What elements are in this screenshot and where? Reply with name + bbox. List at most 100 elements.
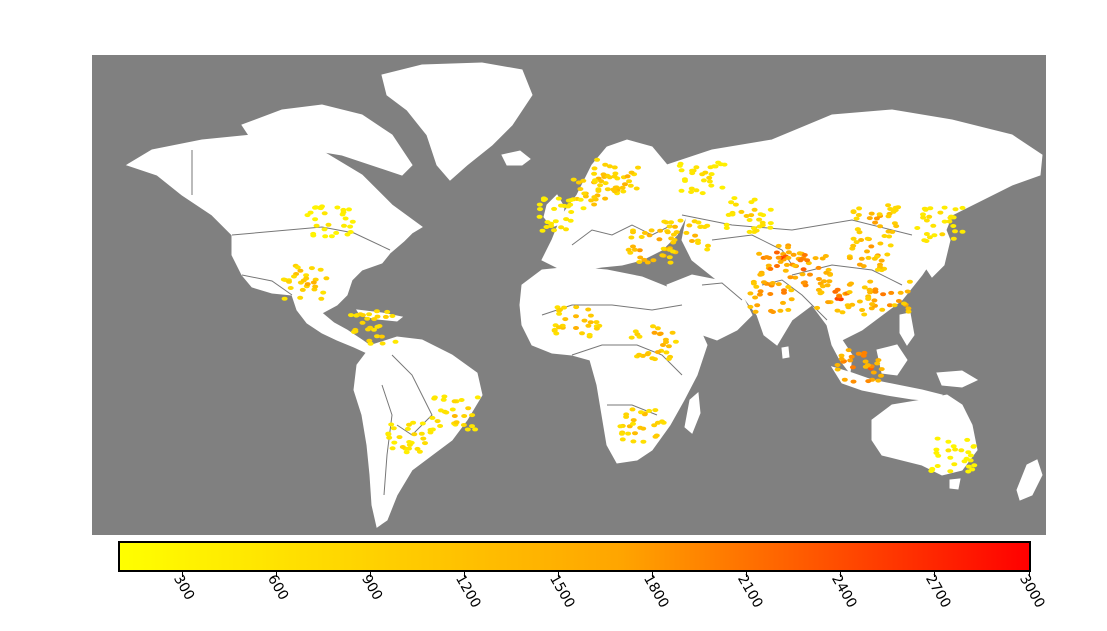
heat-point [746,218,753,222]
heat-point [886,234,893,239]
heat-point [688,190,695,194]
heat-point [567,202,574,207]
heat-point [629,407,636,412]
heat-point [693,165,700,170]
heat-point [297,295,304,300]
heat-point [671,238,678,242]
heat-point [723,222,730,227]
heat-point [635,165,641,170]
heat-point [573,305,580,310]
heat-point [777,308,784,313]
heat-point [838,353,845,358]
heat-point [695,220,702,225]
heat-point [654,326,661,331]
heat-point [374,324,381,329]
heat-point [708,183,715,188]
heat-point [850,236,857,241]
heat-point [651,330,658,335]
heat-point [617,424,624,429]
heat-point [704,247,711,252]
heat-point [592,178,598,183]
heat-point [366,312,373,317]
heat-point [688,186,695,191]
heat-point [867,290,873,295]
heat-point [870,370,877,375]
heat-point [411,432,418,437]
heat-point [853,240,860,245]
heat-point [834,308,841,313]
border-africa-central [571,344,683,376]
heat-point [864,236,871,241]
heat-point [879,307,886,312]
heat-point [403,450,410,455]
heat-point [861,312,868,317]
heat-point [628,235,635,240]
heat-point [847,358,854,363]
heat-point [945,439,952,444]
heat-point [334,205,341,210]
heat-point [796,251,803,256]
heat-point [926,235,933,240]
heat-point [875,378,882,383]
heat-point [357,312,364,317]
heat-point [297,268,304,273]
heat-point [864,363,871,368]
heat-point [901,301,907,306]
heat-point [630,421,636,426]
heat-point [664,230,671,235]
colorbar-tick-mark [370,572,372,577]
heat-point [367,325,374,330]
heat-point [880,292,887,297]
heat-point [850,243,857,248]
heat-point [897,290,904,295]
heat-point [756,292,763,297]
heat-point [385,432,392,437]
heat-point [665,356,672,361]
heat-point [622,182,628,187]
heat-point [539,228,546,233]
heat-point [888,290,895,295]
heat-point [682,178,688,183]
heat-point [819,284,826,289]
heat-point [420,436,427,441]
heat-point [855,351,862,356]
heat-point [826,279,833,284]
heat-point [602,196,609,201]
heat-point [374,334,380,339]
heat-point [914,226,921,230]
heat-point [886,303,893,308]
heat-point [310,233,317,238]
heat-point [785,307,792,312]
heat-point [434,419,441,424]
heat-point [969,467,976,472]
heat-point [947,469,954,474]
heat-point [602,162,609,167]
heat-point [885,203,892,208]
heat-point [958,448,965,453]
heat-point [536,214,543,219]
heat-point [845,305,852,310]
heat-point [945,448,952,453]
colorbar-tick-mark [276,572,278,577]
border-russia [681,214,913,236]
heat-point [964,437,971,442]
land-masses [125,62,1043,528]
heat-point [699,191,706,196]
heat-point [406,422,412,427]
heat-point [700,178,707,183]
land-tasmania [949,478,961,490]
heat-point [653,433,660,438]
heat-point [347,230,354,234]
heat-point [927,206,934,211]
heat-point [577,197,584,202]
heat-point [646,233,653,238]
heat-point [585,307,592,312]
heat-point [887,243,894,248]
heat-point [379,341,386,346]
heat-point [636,334,643,339]
heat-point [626,179,633,184]
heat-point [732,202,739,207]
heat-point [611,165,618,170]
heat-point [884,252,891,257]
heat-point [280,277,287,282]
